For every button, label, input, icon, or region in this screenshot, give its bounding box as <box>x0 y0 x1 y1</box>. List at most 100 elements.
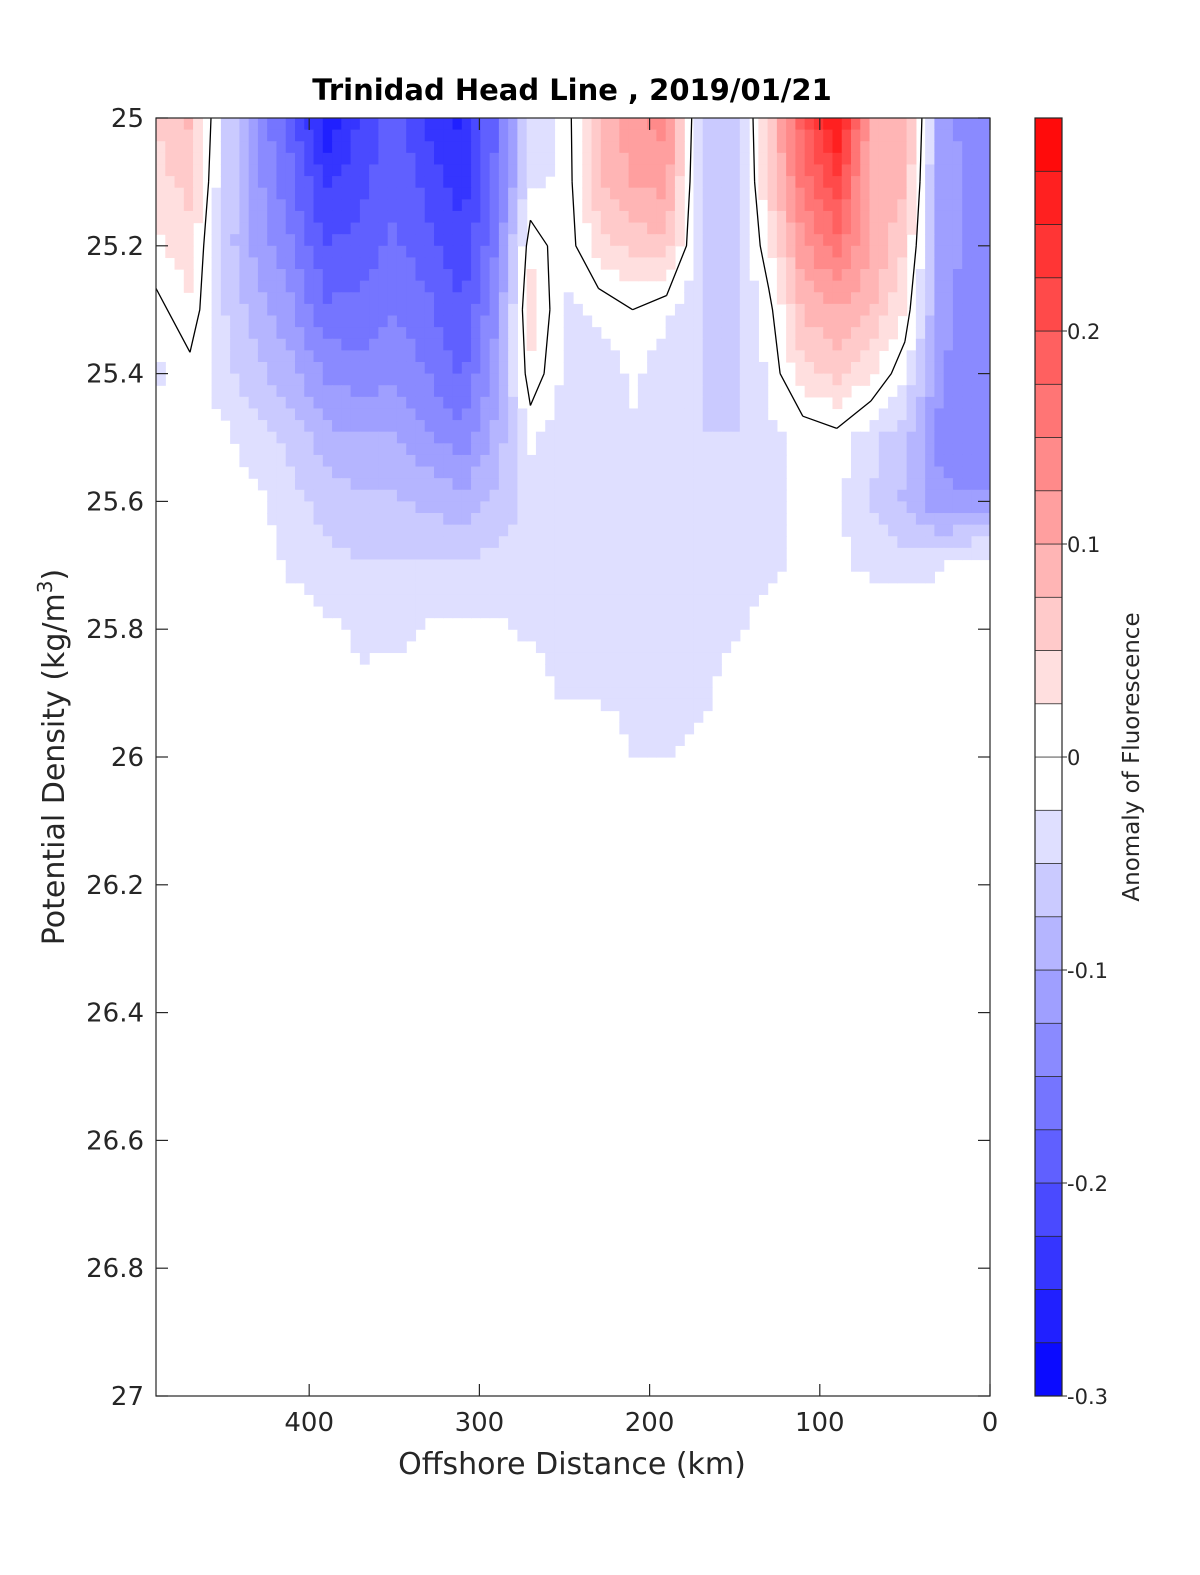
field-cell <box>600 454 611 468</box>
field-cell <box>498 222 509 235</box>
field-cell <box>823 199 834 212</box>
field-cell <box>434 466 444 479</box>
field-cell <box>461 489 472 502</box>
field-cell <box>619 640 630 654</box>
field-cell <box>508 257 518 270</box>
field-cell <box>508 396 518 410</box>
field-cell <box>925 199 935 212</box>
field-cell <box>758 176 769 189</box>
field-cell <box>257 152 268 166</box>
field-cell <box>851 269 861 282</box>
colorbar-level <box>1034 224 1063 279</box>
field-cell <box>619 513 630 526</box>
field-cell <box>786 315 796 328</box>
field-cell <box>341 234 352 247</box>
field-cell <box>897 118 908 131</box>
field-cell <box>526 292 537 305</box>
field-cell <box>183 269 194 282</box>
field-cell <box>628 269 639 282</box>
field-cell <box>285 338 296 351</box>
field-cell <box>387 547 398 561</box>
field-cell <box>943 234 954 247</box>
field-cell <box>841 303 852 317</box>
field-cell <box>378 454 389 468</box>
field-cell <box>600 129 611 142</box>
field-cell <box>471 327 481 340</box>
field-cell <box>554 513 565 526</box>
field-cell <box>693 396 704 410</box>
field-cell <box>656 571 667 584</box>
field-cell <box>600 617 611 630</box>
field-cell <box>693 408 704 421</box>
field-cell <box>841 187 852 200</box>
field-cell <box>851 292 861 305</box>
field-cell <box>220 315 231 328</box>
field-cell <box>869 454 880 468</box>
field-cell <box>332 559 342 572</box>
field-cell <box>471 199 481 212</box>
field-cell <box>628 629 639 642</box>
field-cell <box>396 361 407 375</box>
field-cell <box>230 361 240 375</box>
field-cell <box>396 257 407 270</box>
field-cell <box>591 501 602 514</box>
field-cell <box>211 303 222 317</box>
field-cell <box>508 571 518 584</box>
field-cell <box>860 245 871 259</box>
field-cell <box>573 664 583 677</box>
field-cell <box>591 408 602 421</box>
y-tick-label: 25 <box>111 104 144 134</box>
field-cell <box>406 152 417 166</box>
field-cell <box>573 338 583 351</box>
field-cell <box>257 431 268 444</box>
field-cell <box>517 199 528 212</box>
field-cell <box>489 373 500 386</box>
field-cell <box>434 408 444 421</box>
field-cell <box>823 280 834 293</box>
field-cell <box>359 454 370 468</box>
field-cell <box>860 303 871 317</box>
field-cell <box>156 129 166 142</box>
field-cell <box>508 617 518 630</box>
field-cell <box>257 164 268 177</box>
colorbar-tick-label: -0.2 <box>1067 1172 1108 1196</box>
field-cell <box>535 141 546 154</box>
field-cell <box>943 222 954 235</box>
field-cell <box>888 315 898 328</box>
field-cell <box>776 129 787 142</box>
field-cell <box>396 176 407 189</box>
field-cell <box>610 466 620 479</box>
field-cell <box>535 547 546 561</box>
field-cell <box>415 594 426 607</box>
field-cell <box>730 629 741 642</box>
field-cell <box>304 373 315 386</box>
field-cell <box>647 454 657 468</box>
field-cell <box>452 187 463 200</box>
field-cell <box>832 222 843 235</box>
field-cell <box>934 478 945 491</box>
field-cell <box>498 420 509 433</box>
field-cell <box>610 443 620 456</box>
field-cell <box>628 745 639 758</box>
field-cell <box>350 141 361 154</box>
field-cell <box>610 571 620 584</box>
field-cell <box>851 315 861 328</box>
field-cell <box>795 222 806 235</box>
field-cell <box>545 152 556 166</box>
field-cell <box>767 489 778 502</box>
field-cell <box>461 385 472 398</box>
field-cell <box>767 210 778 224</box>
field-cell <box>220 152 231 166</box>
field-cell <box>359 222 370 235</box>
field-cell <box>758 501 769 514</box>
field-cell <box>869 559 880 572</box>
field-cell <box>934 536 945 549</box>
field-cell <box>387 536 398 549</box>
field-cell <box>313 443 324 456</box>
field-cell <box>712 629 722 642</box>
field-cell <box>554 443 565 456</box>
field-cell <box>647 396 657 410</box>
field-cell <box>461 594 472 607</box>
field-cell <box>517 536 528 549</box>
field-cell <box>851 141 861 154</box>
